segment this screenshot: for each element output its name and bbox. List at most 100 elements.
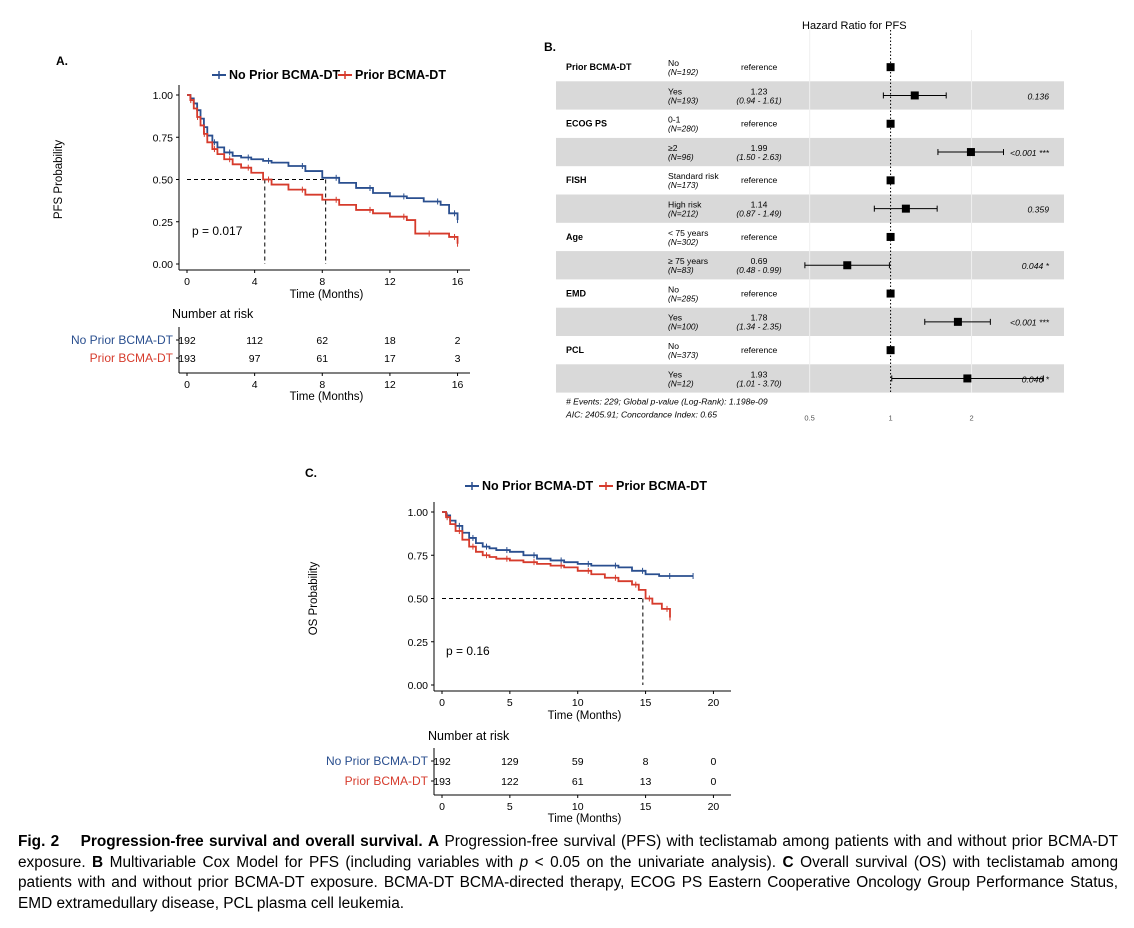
pfs-risk-x-tick-label: 0 [184, 379, 190, 391]
forest-hr-value: reference [741, 232, 778, 242]
pfs-risk-x-tick-label: 4 [252, 379, 258, 391]
forest-footnote-events: # Events: 229; Global p-value (Log-Rank)… [566, 397, 768, 407]
os-risk-x-tick-label: 10 [572, 801, 584, 813]
caption-c-letter: C [782, 853, 794, 871]
forest-level-label: Yes [668, 86, 682, 96]
pfs-y-tick-label: 1.00 [153, 90, 174, 102]
forest-p-value: 0.044 * [1022, 261, 1050, 271]
forest-hr-value: 1.93 [751, 369, 768, 379]
pfs-risk-value: 192 [178, 335, 196, 347]
forest-p-value: <0.001 *** [1010, 318, 1050, 328]
os-risk-value: 193 [433, 776, 451, 788]
pfs-y-tick-label: 0.25 [153, 217, 174, 229]
pfs-curve-no-prior [187, 94, 459, 221]
forest-n-label: (N=83) [668, 265, 694, 275]
pfs-panel-label: A. [56, 54, 68, 68]
forest-variable-label: Age [566, 232, 583, 242]
forest-x-tick-label: 0.5 [804, 414, 814, 423]
caption-b-letter: B [92, 853, 104, 871]
forest-variable-label: ECOG PS [566, 119, 607, 129]
pfs-curve-prior [187, 94, 459, 244]
os-risk-value: 122 [501, 776, 519, 788]
forest-n-label: (N=193) [668, 95, 698, 105]
pfs-x-tick-label: 16 [452, 276, 464, 288]
caption-c-text: Overall survival (OS) with teclistamab a… [18, 853, 1119, 912]
os-risk-value: 8 [643, 756, 649, 768]
pfs-risk-row-label-no-prior: No Prior BCMA-DT [71, 333, 174, 347]
pfs-y-tick-label: 0.00 [153, 259, 174, 271]
os-x-tick-label: 5 [507, 697, 513, 709]
forest-hr-value: 1.14 [751, 200, 768, 210]
forest-n-label: (N=12) [668, 378, 694, 388]
forest-n-label: (N=373) [668, 350, 698, 360]
forest-hr-value: 1.23 [751, 86, 768, 96]
forest-p-value: <0.001 *** [1010, 148, 1050, 158]
caption-fig-label: Fig. 2 [18, 833, 60, 850]
forest-n-label: (N=100) [668, 322, 698, 332]
forest-ci-value: (0.87 - 1.49) [736, 209, 781, 219]
os-risk-value: 0 [711, 756, 717, 768]
figure-canvas: A. No Prior BCMA-DT Prior BCMA-DT 0.00 0.25 0… [53, 20, 1064, 825]
forest-estimate-square [886, 289, 895, 298]
forest-estimate-square [963, 374, 972, 383]
forest-n-label: (N=280) [668, 124, 698, 134]
pfs-legend-no-prior: No Prior BCMA-DT [229, 68, 340, 82]
pfs-risk-table-title: Number at risk [172, 307, 254, 321]
forest-level-label: No [668, 284, 679, 294]
os-legend-prior: Prior BCMA-DT [616, 479, 707, 493]
forest-level-label: ≥2 [668, 143, 678, 153]
os-risk-row-label-no-prior: No Prior BCMA-DT [326, 754, 429, 768]
pfs-x-tick-label: 4 [252, 276, 258, 288]
forest-hr-value: reference [741, 62, 778, 72]
pfs-risk-value: 193 [178, 353, 196, 365]
pfs-risk-value: 17 [384, 353, 396, 365]
forest-n-label: (N=285) [668, 293, 698, 303]
os-risk-value: 61 [572, 776, 584, 788]
forest-hr-value: reference [741, 288, 778, 298]
os-p-value: p = 0.16 [446, 644, 490, 658]
os-risk-value: 0 [711, 776, 717, 788]
pfs-legend-prior: Prior BCMA-DT [355, 68, 446, 82]
caption-p-symbol: p [519, 853, 529, 871]
forest-level-label: No [668, 341, 679, 351]
forest-level-label: Yes [668, 313, 682, 323]
forest-estimate-square [886, 176, 895, 185]
forest-variable-label: EMD [566, 288, 587, 298]
forest-level-label: High risk [668, 200, 702, 210]
forest-level-label: ≥ 75 years [668, 256, 708, 266]
forest-variable-label: FISH [566, 175, 587, 185]
os-panel-label: C. [305, 466, 317, 480]
os-risk-x-tick-label: 5 [507, 801, 513, 813]
os-x-tick-label: 20 [708, 697, 720, 709]
forest-estimate-square [901, 204, 910, 213]
os-risk-x-tick-label: 15 [640, 801, 652, 813]
pfs-risk-value: 62 [316, 335, 328, 347]
pfs-risk-x-tick-label: 16 [452, 379, 464, 391]
os-x-tick-label: 15 [640, 697, 652, 709]
os-risk-value: 192 [433, 756, 451, 768]
forest-hr-value: reference [741, 345, 778, 355]
forest-level-label: 0-1 [668, 115, 681, 125]
forest-variable-label: PCL [566, 345, 585, 355]
os-y-tick-label: 0.00 [408, 680, 429, 692]
pfs-p-value: p = 0.017 [192, 224, 243, 238]
os-risk-value: 13 [640, 776, 652, 788]
forest-hr-value: reference [741, 175, 778, 185]
forest-level-label: Standard risk [668, 171, 719, 181]
forest-p-value: 0.136 [1027, 91, 1049, 101]
os-risk-value: 59 [572, 756, 584, 768]
os-risk-value: 129 [501, 756, 519, 768]
caption-a-letter: A [427, 833, 440, 850]
pfs-risk-value: 97 [249, 353, 261, 365]
pfs-risk-x-tick-label: 12 [384, 379, 396, 391]
forest-variable-label: Prior BCMA-DT [566, 62, 632, 72]
forest-estimate-square [843, 261, 852, 270]
pfs-risk-value: 18 [384, 335, 396, 347]
pfs-risk-value: 3 [455, 353, 461, 365]
forest-x-tick-label: 2 [969, 414, 973, 423]
caption-title: Progression-free survival and overall su… [80, 833, 423, 850]
forest-level-label: < 75 years [668, 228, 708, 238]
forest-estimate-square [966, 148, 975, 157]
forest-hr-value: 1.78 [751, 313, 768, 323]
forest-estimate-square [886, 232, 895, 241]
